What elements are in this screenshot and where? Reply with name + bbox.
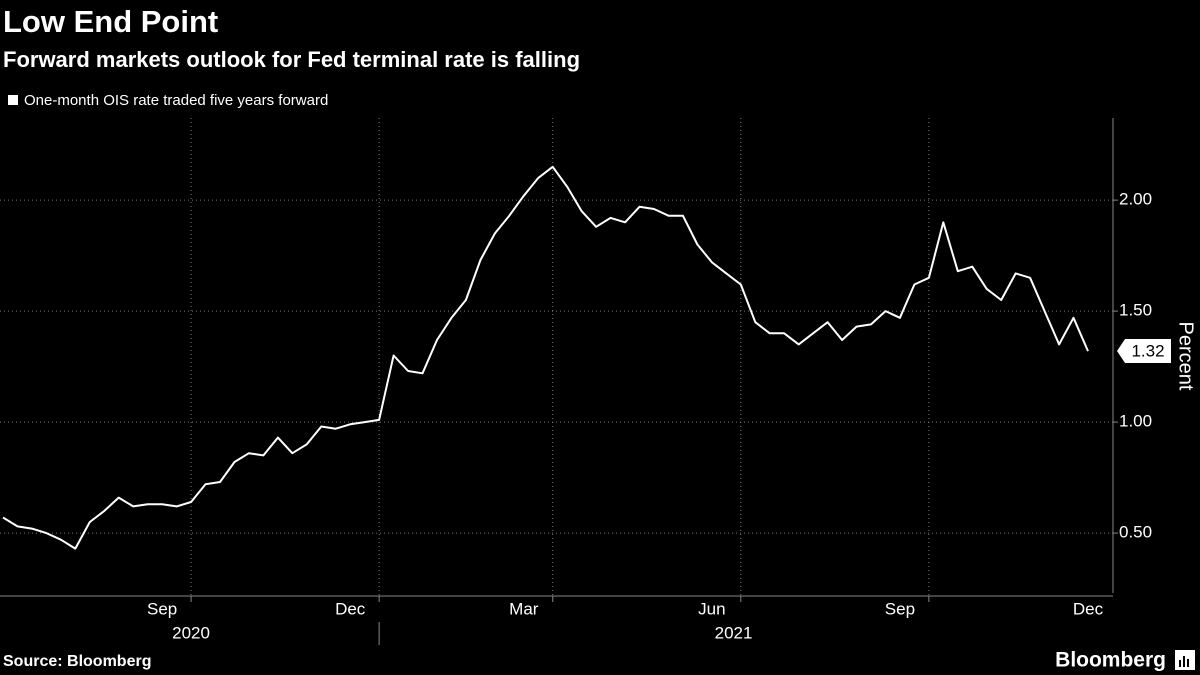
legend-swatch <box>8 95 18 105</box>
brand-icon <box>1175 650 1195 670</box>
x-tick-label: Dec <box>335 599 366 618</box>
y-tick-label: 2.00 <box>1119 190 1152 209</box>
legend-label: One-month OIS rate traded five years for… <box>24 92 328 109</box>
brand: Bloomberg <box>1055 649 1166 672</box>
x-tick-label: Dec <box>1073 599 1104 618</box>
x-tick-label: Sep <box>147 599 177 618</box>
data-line <box>2 165 1089 550</box>
year-label: 2020 <box>172 623 210 642</box>
y-tick-label: 1.00 <box>1119 412 1152 431</box>
chart-title: Low End Point <box>3 4 218 39</box>
year-label: 2021 <box>715 623 753 642</box>
y-axis-title: Percent <box>1175 322 1197 391</box>
x-tick-label: Jun <box>698 599 725 618</box>
last-value-box <box>1117 339 1171 364</box>
last-value-label: 1.32 <box>1131 342 1164 361</box>
x-tick-label: Sep <box>885 599 915 618</box>
x-tick-label: Mar <box>509 599 539 618</box>
source: Source: Bloomberg <box>3 653 151 670</box>
y-tick-label: 0.50 <box>1119 523 1152 542</box>
y-tick-label: 1.50 <box>1119 301 1152 320</box>
chart-subtitle: Forward markets outlook for Fed terminal… <box>3 47 580 72</box>
